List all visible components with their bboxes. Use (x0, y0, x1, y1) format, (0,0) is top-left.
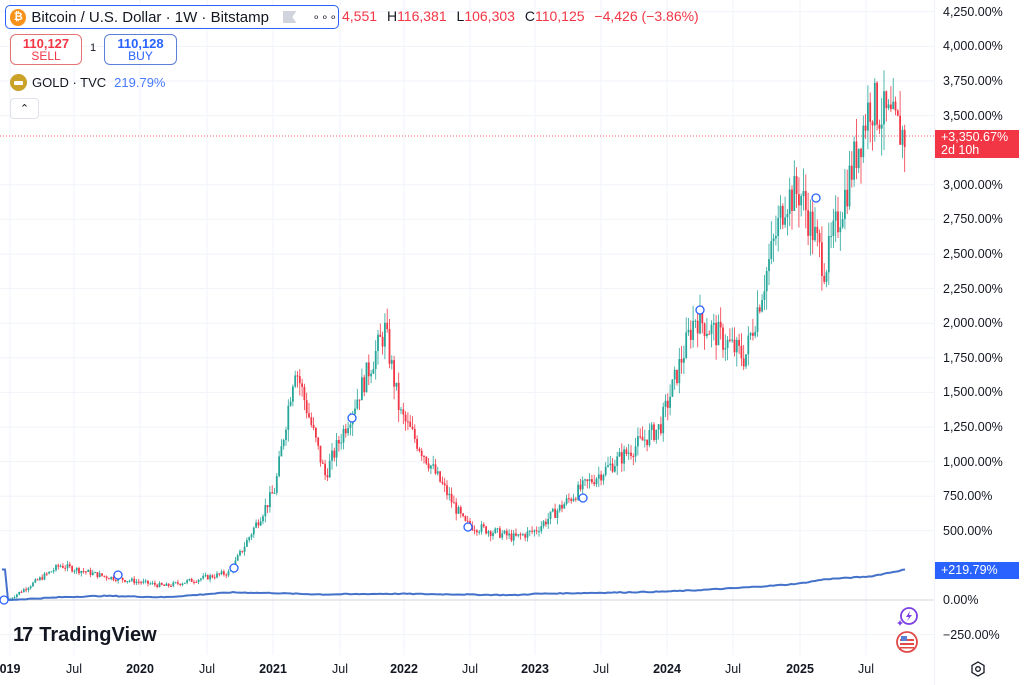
time-axis-label: 2021 (259, 662, 287, 676)
price-axis-label: 3,750.00% (943, 74, 1003, 88)
bar-countdown: 2d 10h (941, 143, 980, 157)
tradingview-logo[interactable]: 17 TradingView (13, 624, 157, 647)
current-change-value: +3,350.67% (941, 130, 1009, 144)
high-value: 116,381 (397, 8, 447, 24)
event-markers[interactable] (0, 193, 821, 605)
price-axis-label: −250.00% (943, 627, 1000, 642)
grid-lines (0, 0, 934, 655)
price-axis-label: 4,250.00% (943, 4, 1003, 19)
more-options-icon[interactable]: ∘∘∘ (312, 10, 338, 24)
event-marker-icon[interactable] (695, 305, 705, 315)
symbol-legend[interactable]: ₿ Bitcoin / U.S. Dollar · 1W · Bitstamp … (5, 5, 339, 29)
time-axis-label: 2020 (126, 662, 154, 676)
buy-label: BUY (128, 48, 153, 63)
time-axis-label: 2023 (521, 662, 549, 676)
chart-canvas[interactable] (0, 0, 934, 655)
brand-name: TradingView (39, 624, 157, 646)
price-axis-label: 2,000.00% (943, 316, 1003, 331)
settings-gear-icon[interactable] (970, 661, 986, 677)
time-axis-label: 2025 (786, 662, 814, 676)
price-axis-label: 3,000.00% (943, 177, 1003, 192)
time-axis-label: Jul (66, 662, 82, 676)
price-axis-label: 4,000.00% (943, 39, 1003, 54)
time-axis-label: 2024 (653, 662, 681, 676)
low-label: L (456, 8, 465, 24)
high-label: H (386, 8, 398, 24)
gold-value-tag: +219.79% (935, 562, 1019, 579)
time-axis-label: 2022 (390, 662, 418, 676)
price-axis-label: 1,500.00% (943, 385, 1003, 400)
gold-line (1, 568, 906, 602)
close-value: 110,125 (534, 8, 585, 24)
time-axis-label: Jul (199, 662, 215, 676)
price-axis-label: 1,250.00% (943, 420, 1003, 434)
compare-value: 219.79% (114, 75, 166, 90)
spread-value: 1 (90, 42, 97, 54)
us-flag-icon[interactable] (896, 631, 918, 653)
chevron-up-icon: ⌃ (19, 103, 30, 115)
price-axis-label: 1,000.00% (943, 454, 1003, 469)
event-marker-icon[interactable] (811, 193, 821, 203)
compare-legend-gold[interactable]: GOLD · TVC 219.79% (10, 74, 166, 91)
flag-icon[interactable] (282, 11, 297, 23)
price-axis-label: 500.00% (943, 523, 993, 538)
price-axis-label: 2,750.00% (943, 212, 1003, 227)
time-axis-label: 019 (0, 662, 21, 676)
btc-candles (9, 70, 906, 600)
ohlc-values: 4,551 H116,381 L106,303 C110,125 −4,426 … (342, 8, 699, 24)
compare-symbol-label: GOLD · TVC (32, 75, 107, 90)
price-axis-label: 0.00% (943, 593, 979, 607)
close-label: C (524, 8, 535, 24)
time-axis-label: Jul (725, 662, 741, 676)
open-value: 4,551 (342, 8, 378, 24)
event-marker-icon[interactable] (113, 570, 123, 580)
symbol-title: Bitcoin / U.S. Dollar · 1W · Bitstamp (31, 8, 269, 26)
gold-bar-icon (10, 74, 27, 91)
time-axis-label: Jul (462, 662, 478, 676)
ai-lightning-icon[interactable] (896, 606, 918, 628)
collapse-legend-button[interactable]: ⌃ (10, 98, 39, 119)
change-value: −4,426 (−3.86%) (594, 8, 699, 24)
event-marker-icon[interactable] (463, 522, 473, 532)
event-marker-icon[interactable] (578, 493, 588, 503)
bitcoin-icon: ₿ (10, 8, 27, 26)
event-marker-icon[interactable] (0, 595, 9, 605)
price-axis-separator (934, 0, 935, 685)
time-axis-label: Jul (332, 662, 348, 676)
tradingview-mark-icon: 17 (13, 624, 33, 646)
sell-label: SELL (31, 48, 61, 63)
sell-button[interactable]: 110,127 SELL (10, 34, 82, 65)
price-axis-label: 750.00% (943, 489, 993, 504)
time-axis-label: Jul (858, 662, 874, 676)
event-marker-icon[interactable] (347, 413, 357, 423)
low-value: 106,303 (464, 8, 515, 24)
event-marker-icon[interactable] (229, 563, 239, 573)
price-axis-label: 2,500.00% (943, 247, 1003, 261)
time-axis-label: Jul (593, 662, 609, 676)
buy-price: 110,128 (117, 35, 164, 51)
buy-button[interactable]: 110,128 BUY (104, 34, 177, 65)
sell-price: 110,127 (22, 35, 70, 51)
price-axis-label: 2,250.00% (943, 281, 1003, 296)
current-price-tag: +3,350.67% 2d 10h (935, 130, 1019, 158)
price-axis-label: 1,750.00% (943, 350, 1003, 365)
price-axis-label: 3,500.00% (943, 108, 1003, 123)
